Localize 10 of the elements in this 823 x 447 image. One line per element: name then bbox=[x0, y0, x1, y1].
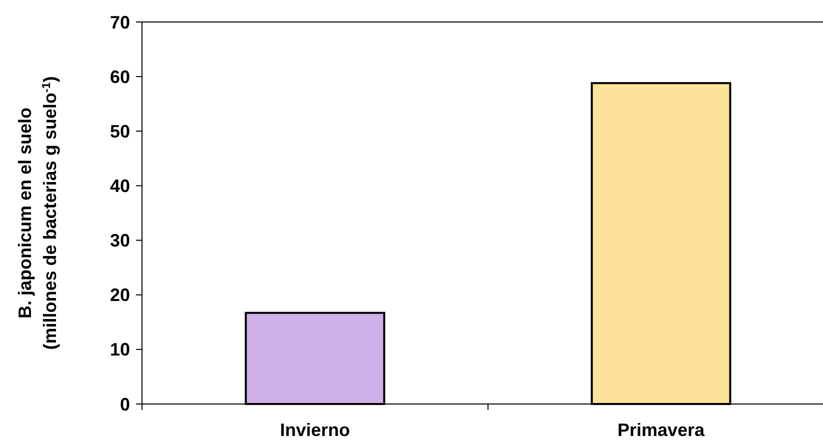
y-tick-label: 50 bbox=[110, 121, 130, 142]
y-tick-label: 30 bbox=[110, 230, 130, 251]
y-tick-label: 0 bbox=[120, 394, 130, 414]
y-tick-label: 10 bbox=[110, 340, 130, 360]
y-tick-label: 60 bbox=[110, 66, 130, 87]
x-tick-label: Primavera bbox=[617, 420, 706, 440]
y-tick-label: 40 bbox=[110, 176, 130, 196]
y-tick-label: 70 bbox=[110, 12, 130, 32]
y-tick-label: 20 bbox=[110, 285, 130, 306]
x-tick-label: Invierno bbox=[280, 420, 350, 440]
